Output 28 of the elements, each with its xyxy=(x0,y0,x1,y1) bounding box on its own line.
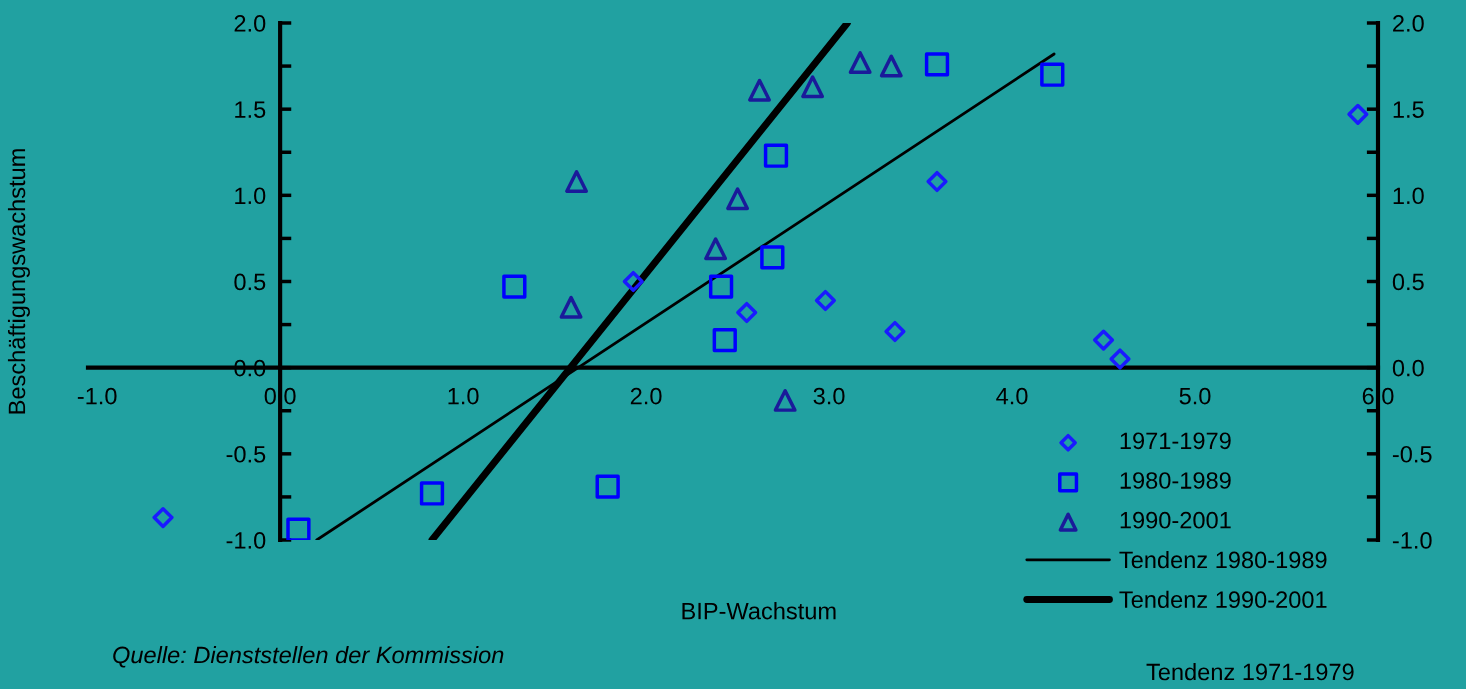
y2-tick-label: 2.0 xyxy=(1393,15,1424,32)
legend-label: 1980-1989 xyxy=(1120,472,1231,489)
x-tick-label: 5.0 xyxy=(1179,387,1211,405)
y-tick-label: 0.5 xyxy=(234,273,266,291)
y-tick-label: 1.0 xyxy=(235,187,266,205)
y-tick-label: 2.0 xyxy=(234,15,266,32)
legend-label: Tendenz 1990-2001 xyxy=(1119,590,1327,609)
y-tick-label: -0.5 xyxy=(226,445,266,463)
y-tick-label: 1.5 xyxy=(235,101,266,118)
x-tick-label: 4.0 xyxy=(996,387,1028,405)
y2-tick-label: -1.0 xyxy=(1392,532,1432,549)
x-axis-title: BIP-Wachstum xyxy=(682,602,836,620)
text: Tendenz 1971-1979 xyxy=(1146,662,1354,681)
x-tick-label: 3.0 xyxy=(813,387,845,405)
x-tick-label: 1.0 xyxy=(448,387,479,405)
y2-tick-label: 0.0 xyxy=(1392,359,1424,377)
source-note: Quelle: Dienststellen der Kommission xyxy=(113,645,504,668)
x-tick-label: 2.0 xyxy=(630,387,662,405)
legend-label: Tendenz 1980-1989 xyxy=(1119,550,1327,569)
y2-tick-label: 0.5 xyxy=(1392,273,1424,291)
y-axis-title: Beschäftigungswachstum xyxy=(7,149,30,414)
y2-tick-label: 1.0 xyxy=(1393,187,1424,205)
y2-tick-label: -0.5 xyxy=(1392,445,1432,463)
legend-label: 1971-1979 xyxy=(1120,432,1231,450)
legend-label: 1990-2001 xyxy=(1120,511,1231,529)
x-tick-label: -1.0 xyxy=(77,387,117,405)
y-tick-label: -1.0 xyxy=(226,532,266,549)
y2-tick-label: 1.5 xyxy=(1393,101,1424,118)
